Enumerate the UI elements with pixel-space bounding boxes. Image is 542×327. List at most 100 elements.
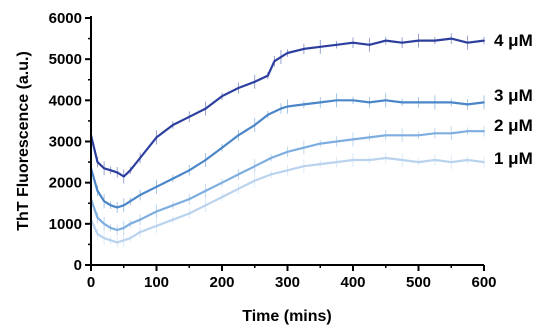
x-tick-label: 100 (144, 274, 169, 291)
data-point (401, 134, 404, 137)
data-point (122, 227, 125, 229)
data-point (302, 146, 305, 149)
data-point (96, 233, 99, 236)
data-point (155, 210, 158, 213)
series-label: 2 μM (494, 116, 533, 135)
data-point (237, 87, 240, 89)
x-tick-label: 500 (406, 274, 431, 291)
data-point (109, 239, 112, 242)
data-point (319, 163, 322, 166)
data-point (237, 173, 240, 176)
data-point (188, 198, 191, 201)
y-tick-label: 6000 (49, 10, 82, 27)
data-point (221, 146, 223, 149)
series-label: 4 μM (494, 31, 533, 50)
data-point (335, 140, 338, 143)
data-point (129, 200, 132, 203)
data-point (204, 204, 207, 207)
data-point (433, 101, 436, 104)
data-point (253, 165, 256, 168)
data-point (116, 206, 119, 209)
data-point (466, 41, 469, 44)
data-point (116, 241, 119, 244)
data-point (384, 157, 387, 159)
data-point (280, 107, 282, 110)
x-tick-label: 600 (471, 274, 496, 291)
data-point (188, 115, 191, 118)
data-point (96, 216, 99, 219)
data-point (116, 229, 119, 231)
data-point (109, 227, 112, 229)
data-point (466, 130, 469, 133)
x-tick-label: 0 (87, 274, 95, 291)
y-tick-label: 2000 (49, 175, 82, 192)
data-point (122, 239, 125, 242)
data-point (253, 124, 256, 126)
y-tick-label: 5000 (49, 51, 82, 68)
data-point (483, 101, 485, 104)
data-point (401, 41, 404, 44)
data-point (483, 130, 485, 133)
data-point (280, 56, 282, 59)
data-point (109, 204, 112, 207)
y-tick-label: 3000 (49, 134, 82, 151)
series-3 (89, 152, 485, 248)
data-point (335, 43, 338, 46)
x-tick-label: 200 (209, 274, 234, 291)
data-point (417, 101, 420, 104)
data-point (352, 41, 354, 44)
data-point (433, 39, 436, 42)
x-tick-label: 300 (275, 274, 300, 291)
data-point (188, 212, 191, 215)
data-point (266, 74, 269, 77)
data-point (221, 95, 223, 98)
data-point (103, 200, 105, 203)
data-point (401, 101, 404, 104)
data-point (384, 99, 387, 102)
y-tick-label: 0 (74, 257, 82, 274)
data-point (171, 204, 174, 207)
data-point (188, 169, 191, 172)
data-point (221, 181, 223, 184)
data-point (483, 39, 485, 42)
data-point (122, 175, 125, 178)
data-point (286, 105, 289, 108)
data-point (253, 179, 256, 182)
data-point (129, 237, 132, 240)
data-point (302, 165, 305, 168)
data-point (483, 161, 485, 163)
data-point (266, 113, 269, 116)
data-point (204, 107, 207, 110)
data-point (352, 138, 354, 141)
data-point (171, 177, 174, 180)
x-tick-label: 400 (340, 274, 365, 291)
data-point (122, 204, 125, 207)
data-point (302, 103, 305, 106)
x-axis-title: Time (mins) (242, 308, 332, 325)
data-point (96, 161, 99, 163)
data-point (171, 218, 174, 221)
data-point (286, 150, 289, 153)
data-point (129, 222, 132, 225)
data-point (139, 194, 142, 196)
data-point (286, 52, 289, 54)
data-point (352, 159, 354, 161)
data-point (139, 157, 142, 159)
data-point (319, 45, 322, 48)
data-point (204, 190, 207, 192)
y-tick-label: 1000 (49, 216, 82, 233)
data-point (450, 37, 453, 40)
data-point (417, 161, 420, 163)
data-point (253, 80, 256, 83)
data-point (129, 169, 132, 172)
data-point (450, 101, 453, 104)
y-tick-label: 4000 (49, 92, 82, 109)
data-point (237, 187, 240, 190)
data-point (335, 99, 338, 102)
data-point (139, 218, 142, 221)
data-point (204, 159, 207, 161)
data-point (103, 237, 105, 240)
data-point (221, 196, 223, 198)
data-point (368, 136, 371, 139)
data-point (109, 169, 112, 172)
